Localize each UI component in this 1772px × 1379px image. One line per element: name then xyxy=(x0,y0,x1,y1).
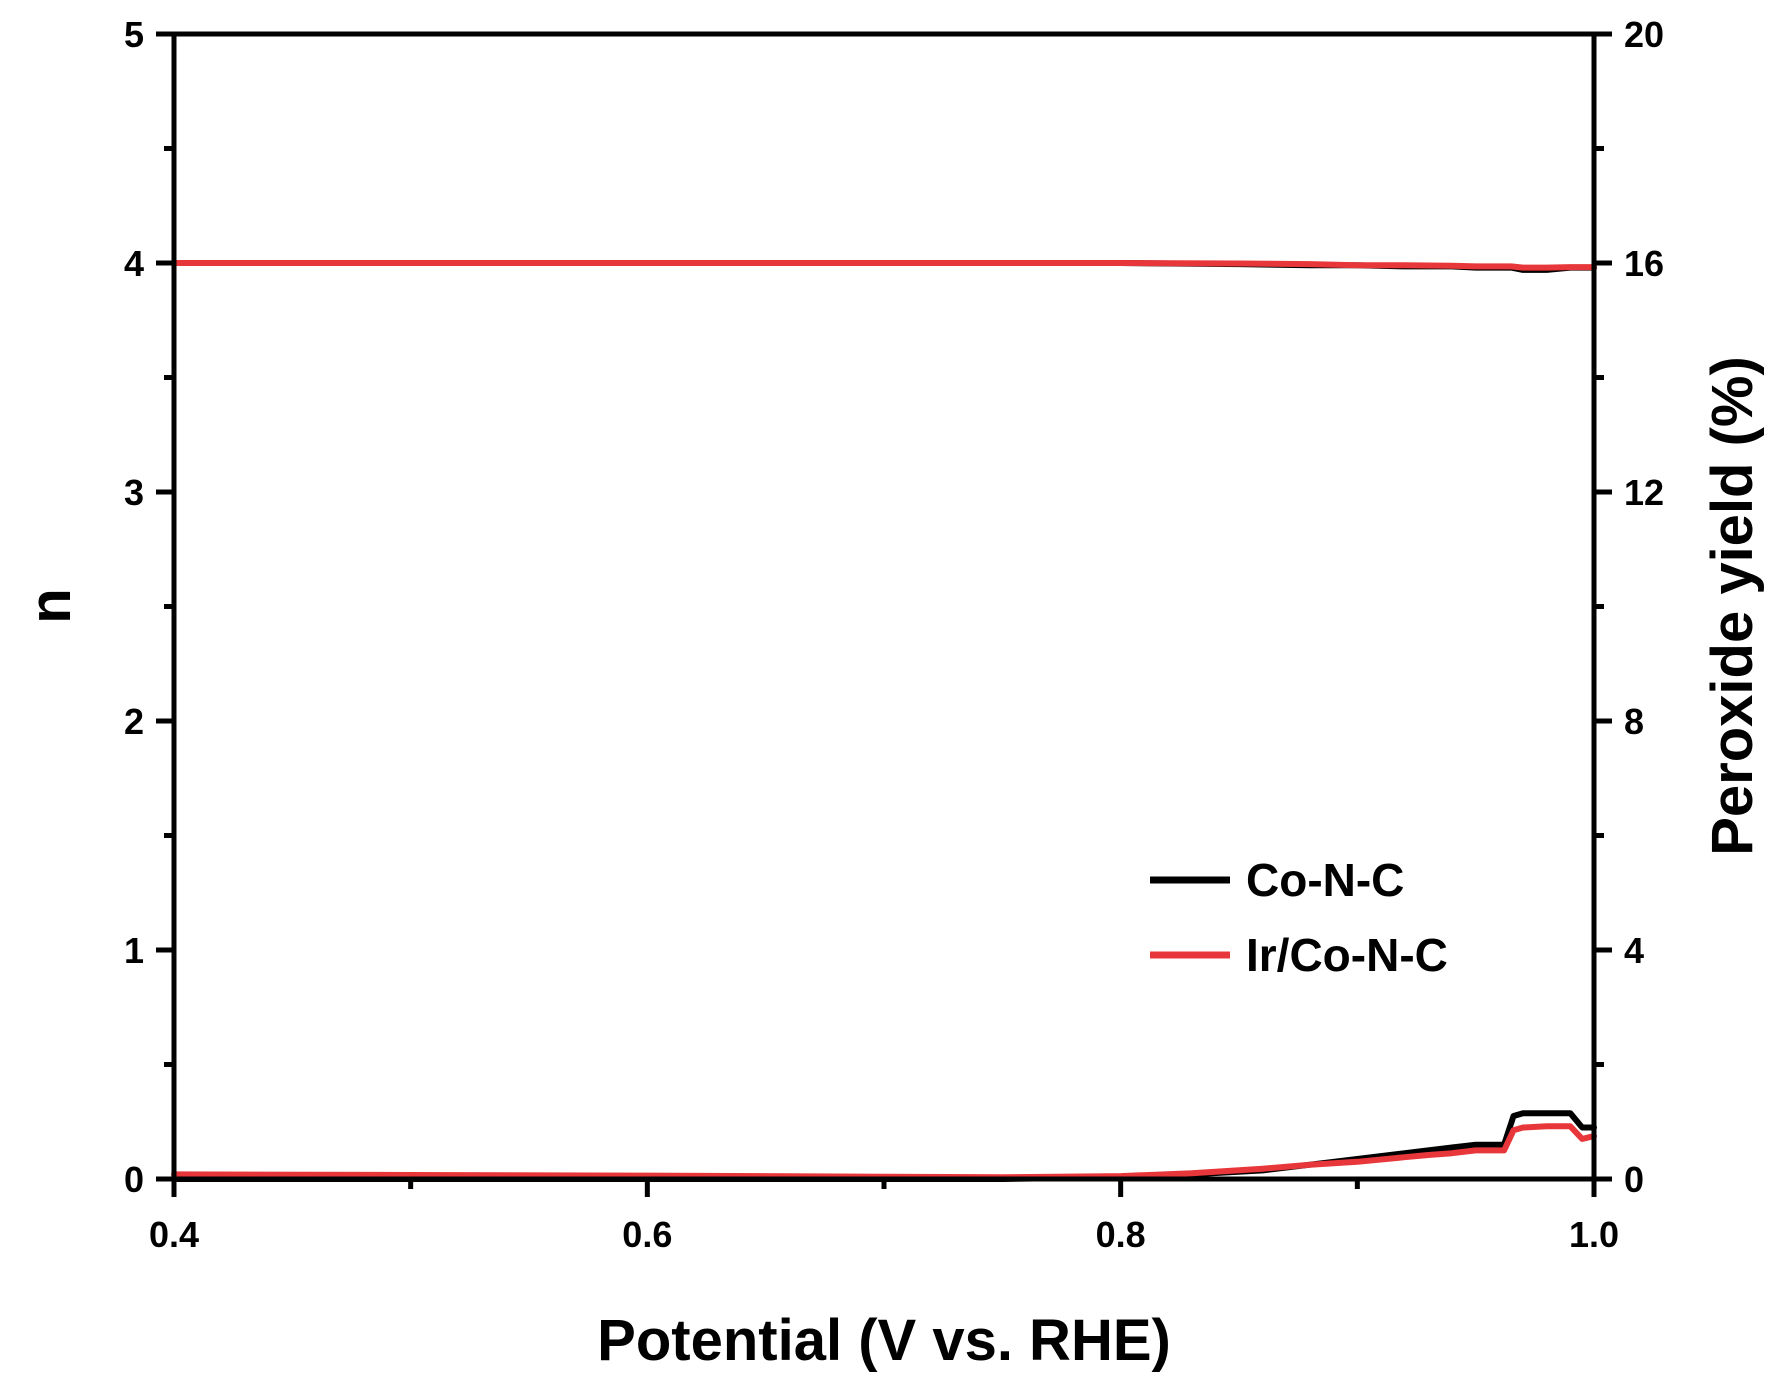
x-tick-label: 0.6 xyxy=(622,1214,672,1255)
y2-axis-title: Peroxide yield (%) xyxy=(1700,356,1765,856)
series-line-ir-co-n-c-left xyxy=(171,260,1597,271)
y-tick-label: 5 xyxy=(124,14,144,55)
y2-tick-label: 20 xyxy=(1624,14,1664,55)
y2-tick-label: 16 xyxy=(1624,243,1664,284)
y-tick-label: 3 xyxy=(124,472,144,513)
y-tick-label: 0 xyxy=(124,1159,144,1200)
x-tick-label: 0.8 xyxy=(1096,1214,1146,1255)
y2-tick-label: 12 xyxy=(1624,472,1664,513)
y2-tick-label: 4 xyxy=(1624,930,1644,971)
series-line-co-n-c-right xyxy=(171,1110,1597,1182)
y2-tick-label: 0 xyxy=(1624,1159,1644,1200)
series-layer xyxy=(171,260,1597,1182)
plot-frame xyxy=(171,31,1597,1182)
legend-label-ir-co-n-c: Ir/Co-N-C xyxy=(1246,929,1448,981)
y-tick-label: 1 xyxy=(124,930,144,971)
y-tick-label: 4 xyxy=(124,243,144,284)
y-tick-label: 2 xyxy=(124,701,144,742)
legend-label-co-n-c: Co-N-C xyxy=(1246,854,1404,906)
y2-tick-label: 8 xyxy=(1624,701,1644,742)
x-tick-label: 1.0 xyxy=(1569,1214,1619,1255)
y-axis-title: n xyxy=(18,588,83,623)
series-line-ir-co-n-c-right xyxy=(171,1123,1597,1181)
x-tick-label: 0.4 xyxy=(149,1214,199,1255)
x-axis-title: Potential (V vs. RHE) xyxy=(597,1308,1171,1373)
legend: Co-N-C Ir/Co-N-C xyxy=(1150,854,1448,981)
